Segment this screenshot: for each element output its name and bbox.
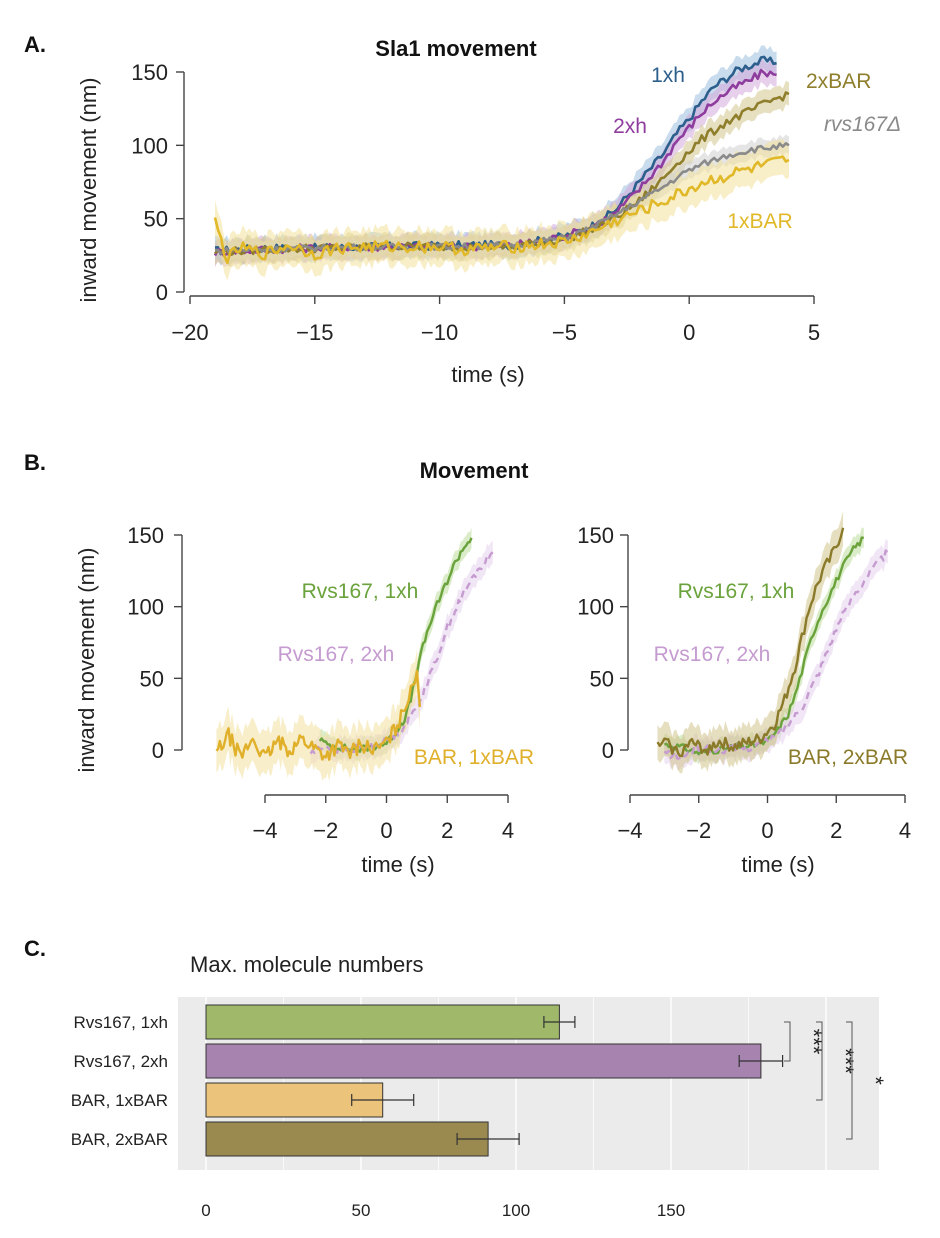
b2-line-rvs167-2xh bbox=[663, 549, 889, 760]
panel-b-left-xlabel: time (s) bbox=[361, 852, 434, 877]
b2-band-bar-2xbar bbox=[657, 510, 844, 774]
panel-b-left-lines bbox=[215, 537, 494, 761]
a-xtick-label: −15 bbox=[296, 320, 333, 345]
b2-xtick-label: 4 bbox=[899, 818, 911, 843]
c-significance-bracket bbox=[846, 1021, 853, 1140]
b2-line-bar-2xbar bbox=[656, 527, 845, 758]
c-category-label: BAR, 1xBAR bbox=[71, 1091, 168, 1110]
c-xtick-label: 50 bbox=[352, 1201, 371, 1220]
b1-xtick-label: 2 bbox=[441, 818, 453, 843]
panel-a-axes bbox=[176, 71, 815, 304]
panel-a-label-rvs167: rvs167Δ bbox=[824, 113, 901, 136]
c-bar-rvs167-2xh bbox=[205, 1043, 762, 1079]
panel-b-right-axes bbox=[620, 534, 906, 803]
b1-xtick-label: −2 bbox=[313, 818, 338, 843]
panel-c-letter: C. bbox=[24, 936, 46, 961]
panel-b-right-bands bbox=[657, 510, 888, 774]
panel-b-left-axes bbox=[174, 534, 509, 803]
panel-b-title: Movement bbox=[420, 458, 529, 483]
a-xtick-label: 0 bbox=[683, 320, 695, 345]
a-line-1xbar bbox=[213, 155, 790, 265]
panel-a-ylabel: inward movement (nm) bbox=[76, 78, 101, 303]
c-category-label: Rvs167, 2xh bbox=[74, 1052, 169, 1071]
panel-b-ylabel: inward movement (nm) bbox=[74, 548, 99, 773]
b2-xtick-label: −4 bbox=[617, 818, 642, 843]
a-xtick-label: 5 bbox=[808, 320, 820, 345]
b1-ytick-label: 100 bbox=[127, 595, 164, 620]
b1-band-bar-1xbar bbox=[216, 649, 420, 782]
panel-c-ticks: 0 50 100 150 bbox=[201, 1201, 685, 1220]
a-ytick-label: 100 bbox=[131, 133, 168, 158]
panel-a-label-2xbar: 2xBAR bbox=[806, 70, 871, 93]
c-category-label: BAR, 2xBAR bbox=[71, 1130, 168, 1149]
c-bar-bar-2xbar bbox=[205, 1121, 489, 1157]
c-significance-bracket bbox=[784, 1021, 791, 1062]
panel-a-letter: A. bbox=[24, 32, 46, 57]
panel-a-lines bbox=[213, 55, 790, 265]
b2-ytick-label: 50 bbox=[590, 666, 614, 691]
a-ytick-label: 50 bbox=[144, 207, 168, 232]
panel-b-right-label-bar: BAR, 2xBAR bbox=[788, 746, 908, 769]
panel-c-category-labels: Rvs167, 1xh Rvs167, 2xh BAR, 1xBAR BAR, 2xB… bbox=[71, 1013, 168, 1149]
b2-line-rvs167-1xh bbox=[663, 536, 864, 756]
c-category-label: Rvs167, 1xh bbox=[74, 1013, 169, 1032]
b1-ytick-label: 50 bbox=[140, 666, 164, 691]
b2-xtick-label: −2 bbox=[686, 818, 711, 843]
panel-c-bars bbox=[205, 1004, 784, 1157]
c-bar-rvs167-1xh bbox=[205, 1004, 560, 1040]
b2-xtick-label: 0 bbox=[761, 818, 773, 843]
panel-b-right-label-1xh: Rvs167, 1xh bbox=[678, 580, 795, 603]
panel-a: A. Sla1 movement inward movement (nm) ti… bbox=[24, 32, 901, 387]
b1-xtick-label: 0 bbox=[380, 818, 392, 843]
a-ytick-label: 150 bbox=[131, 60, 168, 85]
panel-b-right-ticks: 0 50 100 150 −4 −2 0 2 4 bbox=[577, 523, 911, 843]
panel-a-title: Sla1 movement bbox=[375, 36, 537, 61]
a-xtick-label: −10 bbox=[421, 320, 458, 345]
c-significance-label: *** bbox=[833, 1048, 858, 1074]
panel-b-left-label-2xh: Rvs167, 2xh bbox=[278, 643, 395, 666]
panel-b-right-label-2xh: Rvs167, 2xh bbox=[654, 643, 771, 666]
panel-b-right-xlabel: time (s) bbox=[741, 852, 814, 877]
b1-ytick-label: 0 bbox=[152, 738, 164, 763]
b1-line-rvs167-2xh bbox=[309, 551, 494, 755]
b2-ytick-label: 150 bbox=[577, 523, 614, 548]
c-significance-bracket bbox=[816, 1021, 823, 1101]
b1-xtick-label: 4 bbox=[502, 818, 514, 843]
panel-a-ticks: 0 50 100 150 −20 −15 −10 −5 0 5 bbox=[131, 60, 820, 345]
panel-b-left-ticks: 0 50 100 150 −4 −2 0 2 4 bbox=[127, 523, 514, 843]
panel-a-xlabel: time (s) bbox=[451, 362, 524, 387]
b2-ytick-label: 0 bbox=[602, 738, 614, 763]
b2-xtick-label: 2 bbox=[830, 818, 842, 843]
a-line-rvs167 bbox=[214, 142, 790, 255]
panel-c: C. Max. molecule numbers Rvs167, 1xhRvs1… bbox=[24, 936, 888, 1220]
panel-b-right-lines bbox=[656, 527, 889, 760]
panel-b-letter: B. bbox=[24, 450, 46, 475]
c-significance-label: * bbox=[863, 1076, 888, 1085]
c-xtick-label: 0 bbox=[201, 1201, 210, 1220]
c-xtick-label: 100 bbox=[502, 1201, 530, 1220]
panel-a-label-1xh: 1xh bbox=[651, 64, 685, 87]
b1-line-bar-1xbar bbox=[215, 669, 422, 761]
a-xtick-label: −5 bbox=[552, 320, 577, 345]
panel-c-title: Max. molecule numbers bbox=[190, 952, 424, 977]
panel-a-label-1xbar: 1xBAR bbox=[727, 210, 792, 233]
b1-ytick-label: 150 bbox=[127, 523, 164, 548]
b2-ytick-label: 100 bbox=[577, 595, 614, 620]
b1-xtick-label: −4 bbox=[252, 818, 277, 843]
panel-c-significance: ******* bbox=[784, 1021, 888, 1140]
c-xtick-label: 150 bbox=[657, 1201, 685, 1220]
panel-b: B. Movement inward movement (nm) 0 50 100 1… bbox=[24, 450, 911, 877]
a-ytick-label: 0 bbox=[156, 280, 168, 305]
panel-b-left-label-1xh: Rvs167, 1xh bbox=[302, 580, 419, 603]
panel-b-left-label-bar: BAR, 1xBAR bbox=[414, 746, 534, 769]
panel-a-label-2xh: 2xh bbox=[613, 115, 647, 138]
a-xtick-label: −20 bbox=[171, 320, 208, 345]
